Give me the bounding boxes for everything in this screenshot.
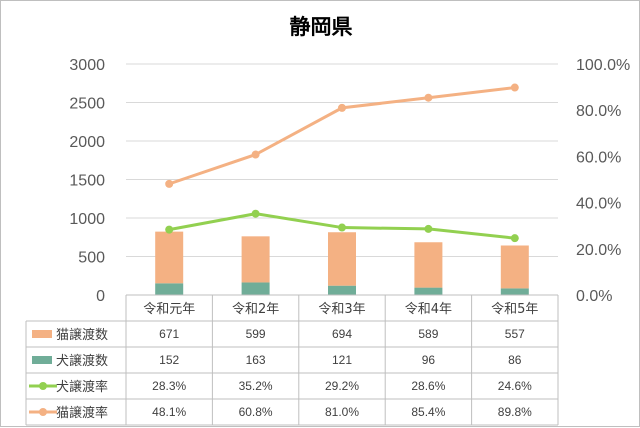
bar-dog-2 [241,282,270,295]
data-cell: 35.2% [239,379,273,393]
x-category-label: 令和元年 [143,302,195,317]
x-category-label: 令和4年 [405,302,452,317]
data-cell: 86 [508,353,522,367]
legend-label: 犬譲渡数 [56,353,108,369]
bar-cat-4 [414,242,443,288]
data-cell: 85.4% [411,405,445,419]
bar-dog-3 [328,285,356,295]
line-point-2-3 [338,103,346,112]
legend-label: 犬譲渡率 [56,379,108,395]
bar-dog-1 [155,283,184,295]
bar-dog-4 [414,287,443,295]
y2-tick-label: 80.0% [576,103,621,120]
data-cell: 28.6% [411,379,445,393]
line-point-2-1 [165,179,174,188]
line-point-1-2 [251,209,260,218]
data-cell: 28.3% [152,379,186,393]
line-point-2-4 [424,93,433,102]
y2-tick-label: 0.0% [576,288,612,305]
legend-marker [39,408,47,416]
bar-cat-1 [155,231,184,284]
y2-tick-label: 40.0% [576,196,621,213]
gridlines [126,63,558,257]
y-axis-right: 0.0% 20.0% 40.0% 60.0% 80.0% 100.0% [576,57,630,305]
x-category-label: 令和5年 [491,302,538,317]
legend-swatch [32,330,52,338]
data-cell: 671 [159,327,179,341]
data-cell: 163 [246,353,266,367]
data-cell: 60.8% [239,405,273,419]
y-tick-label: 2500 [69,96,105,113]
bar-dog-5 [500,288,529,295]
y-tick-label: 2000 [69,134,105,151]
chart-title: 静岡県 [290,15,353,39]
bar-cat-3 [328,232,356,286]
x-category-label: 令和3年 [318,302,365,317]
line-point-1-5 [510,234,519,243]
y-tick-label: 0 [96,288,105,305]
line-point-1-3 [338,223,346,232]
data-cell: 557 [505,327,525,341]
data-cell: 121 [332,353,352,367]
legend-marker [39,382,47,390]
line-point-1-1 [165,225,174,234]
y-tick-label: 1000 [69,211,105,228]
bar-cat-2 [241,236,270,283]
line-series [165,83,519,243]
y-tick-label: 500 [78,250,105,267]
y2-tick-label: 20.0% [576,242,621,259]
data-cell: 96 [422,353,436,367]
data-cell: 694 [332,327,352,341]
bar-cat-5 [500,245,529,289]
y-axis-left: 0 500 1000 1500 2000 2500 3000 [69,57,105,305]
bar-series [155,231,529,295]
data-cell: 29.2% [325,379,359,393]
y-tick-label: 3000 [69,57,105,74]
legend-swatch [32,356,52,364]
legend-label: 猫譲渡数 [56,327,108,343]
data-cell: 48.1% [152,405,186,419]
line-point-2-5 [510,83,519,92]
x-category-label: 令和2年 [232,302,279,317]
line-point-1-4 [424,224,433,233]
y2-tick-label: 60.0% [576,149,621,166]
data-cell: 24.6% [498,379,532,393]
line-point-2-2 [251,150,260,159]
legend-label: 猫譲渡率 [56,405,108,421]
y-tick-label: 1500 [69,173,105,190]
data-cell: 89.8% [498,405,532,419]
data-cell: 599 [246,327,266,341]
y2-tick-label: 100.0% [576,57,630,74]
data-cell: 81.0% [325,405,359,419]
data-cell: 589 [418,327,438,341]
data-cell: 152 [159,353,179,367]
